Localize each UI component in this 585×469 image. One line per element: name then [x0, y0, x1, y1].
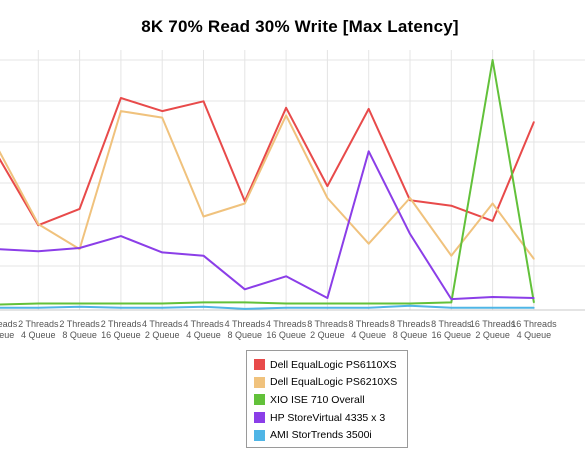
data-point — [120, 307, 122, 309]
data-point — [120, 235, 122, 237]
x-tick-label: 2 Threads 16 Queue — [101, 319, 142, 340]
data-point — [120, 97, 122, 99]
x-tick-label: 16 Threads 4 Queue — [511, 319, 557, 340]
data-point — [491, 307, 494, 309]
x-tick-label: 4 Threads 8 Queue — [225, 319, 266, 340]
data-point — [326, 185, 329, 187]
data-point — [326, 197, 329, 199]
legend-item[interactable]: AMI StorTrends 3500i — [254, 426, 407, 444]
data-point — [326, 302, 329, 305]
data-point — [409, 304, 411, 307]
x-tick-label: 4 Threads 4 Queue — [183, 319, 224, 340]
data-point — [244, 288, 246, 291]
data-point — [450, 298, 453, 300]
data-point — [202, 215, 205, 218]
x-tick-label: 4 Threads 16 Queue — [266, 319, 307, 340]
data-point — [367, 307, 370, 309]
series-line-1 — [0, 110, 535, 260]
data-point — [285, 114, 287, 117]
data-point — [202, 301, 205, 304]
data-point — [285, 107, 287, 109]
data-point — [37, 250, 40, 253]
data-point — [202, 305, 205, 308]
data-point — [161, 302, 163, 305]
x-tick-label: 8 Threads 4 Queue — [349, 319, 390, 340]
series-line-0 — [0, 97, 535, 227]
data-point — [244, 301, 246, 304]
data-point — [37, 307, 40, 309]
data-point — [491, 220, 494, 222]
data-point — [367, 302, 370, 305]
data-point — [450, 254, 453, 257]
data-point — [37, 223, 40, 225]
data-point — [450, 301, 453, 304]
x-tick-label: 8 Threads 8 Queue — [390, 319, 431, 340]
legend-label: HP StoreVirtual 4335 x 3 — [270, 411, 386, 424]
x-tick-label: 16 Threads 2 Queue — [470, 319, 516, 340]
legend-swatch — [254, 359, 265, 371]
data-point — [409, 197, 411, 199]
x-tick-label: 8 Threads 2 Queue — [307, 319, 348, 340]
data-point — [326, 307, 329, 309]
data-point — [533, 121, 535, 123]
legend-swatch — [254, 394, 265, 406]
data-point — [285, 275, 287, 278]
legend-label: AMI StorTrends 3500i — [270, 429, 372, 442]
data-point — [202, 254, 205, 257]
legend-swatch — [254, 412, 265, 424]
x-tick-label: 2 Threads 8 Queue — [59, 319, 100, 340]
x-tick-label: 2 Threads 4 Queue — [18, 319, 59, 340]
legend-swatch — [254, 376, 265, 388]
data-point — [161, 110, 163, 112]
data-point — [161, 116, 163, 119]
data-point — [491, 59, 494, 61]
legend-item[interactable]: Dell EqualLogic PS6210XS — [254, 374, 407, 392]
data-point — [409, 233, 411, 235]
data-point — [367, 242, 370, 245]
data-point — [326, 297, 329, 299]
x-tick-label: 4 Threads 2 Queue — [142, 319, 183, 340]
data-point — [161, 251, 163, 254]
data-point — [409, 302, 411, 305]
legend-label: Dell EqualLogic PS6110XS — [270, 358, 397, 371]
data-point — [78, 302, 81, 305]
data-point — [285, 307, 287, 309]
data-point — [120, 302, 122, 305]
data-point — [161, 307, 163, 309]
data-point — [450, 307, 453, 309]
data-point — [78, 305, 81, 308]
series-line-2 — [0, 59, 535, 306]
chart-title: 8K 70% Read 30% Write [Max Latency] — [141, 17, 459, 36]
series-line-3 — [0, 150, 534, 301]
data-point — [285, 302, 287, 305]
data-point — [120, 110, 122, 112]
series-line-4 — [0, 304, 534, 310]
legend-swatch — [254, 429, 265, 441]
data-point — [244, 308, 246, 310]
data-point — [491, 296, 494, 298]
chart-legend: Dell EqualLogic PS6110XS Dell EqualLogic … — [246, 350, 408, 448]
legend-item[interactable]: HP StoreVirtual 4335 x 3 — [254, 409, 407, 427]
legend-item[interactable]: XIO ISE 710 Overall — [254, 391, 407, 409]
data-point — [78, 247, 81, 249]
data-point — [533, 307, 535, 309]
data-point — [491, 202, 494, 205]
data-point — [37, 302, 40, 305]
data-point — [533, 297, 535, 299]
data-point — [450, 204, 453, 207]
data-point — [78, 208, 81, 210]
legend-label: XIO ISE 710 Overall — [270, 393, 365, 406]
data-point — [244, 202, 246, 205]
x-tick-label: 8 Threads 16 Queue — [431, 319, 472, 340]
data-point — [367, 150, 370, 153]
legend-label: Dell EqualLogic PS6210XS — [270, 376, 398, 389]
legend-item[interactable]: Dell EqualLogic PS6110XS — [254, 356, 407, 374]
data-point — [533, 258, 535, 260]
data-point — [367, 108, 370, 110]
data-point — [202, 100, 205, 103]
data-point — [533, 301, 535, 304]
